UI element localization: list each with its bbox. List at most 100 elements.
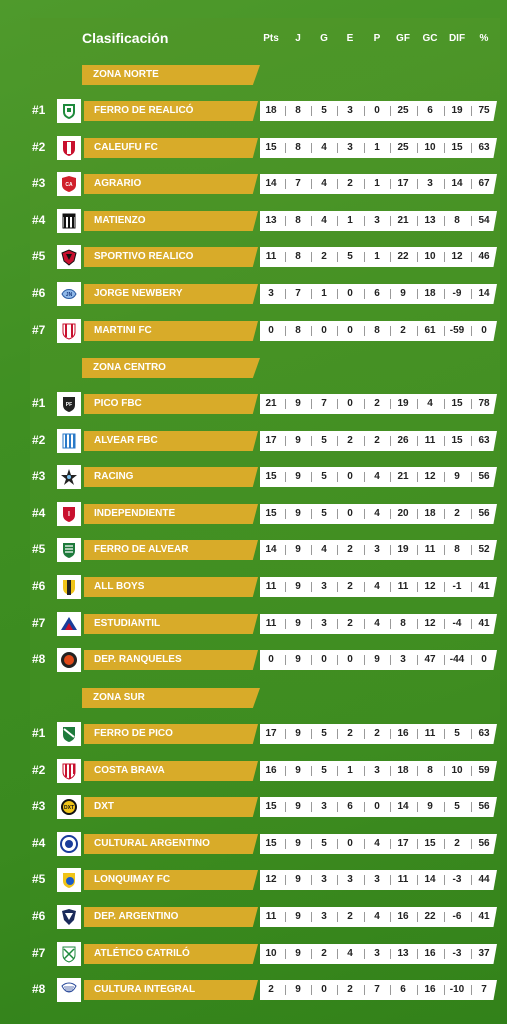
stat-pts: 16 xyxy=(265,765,277,776)
team-name[interactable]: FERRO DE REALICÓ xyxy=(84,101,258,121)
stat-pct: 7 xyxy=(481,984,487,995)
team-name[interactable]: INDEPENDIENTE xyxy=(84,504,258,524)
column-divider xyxy=(364,472,365,482)
column-divider xyxy=(471,436,472,446)
table-row[interactable]: #7 MARTINI FC 0 8 0 0 8 2 61 -59 0 xyxy=(0,319,507,343)
matienzo-crest-icon xyxy=(57,209,81,233)
team-name[interactable]: PICO FBC xyxy=(84,394,258,414)
team-name[interactable]: FERRO DE ALVEAR xyxy=(84,540,258,560)
team-name[interactable]: MATIENZO xyxy=(84,211,258,231)
table-row[interactable]: #7 ATLÉTICO CATRILÓ 10 9 2 4 3 13 16 -3 37 xyxy=(0,942,507,966)
table-row[interactable]: #7 ESTUDIANTIL 11 9 3 2 4 8 12 -4 41 xyxy=(0,612,507,636)
stat-dif: 8 xyxy=(454,215,460,226)
stat-g: 4 xyxy=(321,215,327,226)
column-divider xyxy=(390,436,391,446)
table-row[interactable]: #3 RACING 15 9 5 0 4 21 12 9 56 xyxy=(0,465,507,489)
team-name[interactable]: DEP. ARGENTINO xyxy=(84,907,258,927)
table-row[interactable]: #3 DXT DXT 15 9 3 6 0 14 9 5 56 xyxy=(0,795,507,819)
stat-gc: 22 xyxy=(424,911,436,922)
team-stats: 15 9 3 6 0 14 9 5 56 xyxy=(260,797,497,817)
table-row[interactable]: #8 CULTURA INTEGRAL 2 9 0 2 7 6 16 -10 7 xyxy=(0,978,507,1002)
team-name[interactable]: ALVEAR FBC xyxy=(84,431,258,451)
column-divider xyxy=(417,436,418,446)
team-stats: 17 9 5 2 2 16 11 5 63 xyxy=(260,724,497,744)
stat-pct: 56 xyxy=(478,801,490,812)
table-row[interactable]: #5 LONQUIMAY FC 12 9 3 3 3 11 14 -3 44 xyxy=(0,868,507,892)
table-row[interactable]: #8 DEP. RANQUELES 0 9 0 0 9 3 47 -44 0 xyxy=(0,648,507,672)
stat-dif: 5 xyxy=(454,801,460,812)
zone-heading: ZONA NORTE xyxy=(82,65,260,85)
column-divider xyxy=(390,143,391,153)
team-name[interactable]: DXT xyxy=(84,797,258,817)
team-rank: #2 xyxy=(32,763,46,777)
team-name[interactable]: DEP. RANQUELES xyxy=(84,650,258,670)
table-row[interactable]: #2 ALVEAR FBC 17 9 5 2 2 26 11 15 63 xyxy=(0,429,507,453)
table-row[interactable]: #6 JN JORGE NEWBERY 3 7 1 0 6 9 18 -9 14 xyxy=(0,282,507,306)
column-divider xyxy=(471,106,472,116)
zone-heading: ZONA CENTRO xyxy=(82,358,260,378)
team-name[interactable]: CULTURAL ARGENTINO xyxy=(84,834,258,854)
stat-gc: 12 xyxy=(424,581,436,592)
column-divider xyxy=(337,985,338,995)
table-row[interactable]: #4 I INDEPENDIENTE 15 9 5 0 4 20 18 2 56 xyxy=(0,502,507,526)
stat-e: 3 xyxy=(347,105,353,116)
table-row[interactable]: #2 COSTA BRAVA 16 9 5 1 3 18 8 10 59 xyxy=(0,759,507,783)
column-divider xyxy=(311,106,312,116)
team-name[interactable]: JORGE NEWBERY xyxy=(84,284,258,304)
stat-j: 9 xyxy=(295,581,301,592)
table-row[interactable]: #5 SPORTIVO REALICO 11 8 2 5 1 22 10 12 46 xyxy=(0,245,507,269)
svg-text:I: I xyxy=(68,511,70,518)
stat-g: 5 xyxy=(321,838,327,849)
stat-gf: 26 xyxy=(397,435,409,446)
column-divider xyxy=(390,766,391,776)
column-divider xyxy=(444,472,445,482)
table-row[interactable]: #1 FERRO DE REALICÓ 18 8 5 3 0 25 6 19 75 xyxy=(0,99,507,123)
team-name[interactable]: RACING xyxy=(84,467,258,487)
stat-pct: 0 xyxy=(481,325,487,336)
team-name[interactable]: CALEUFU FC xyxy=(84,138,258,158)
team-name[interactable]: COSTA BRAVA xyxy=(84,761,258,781)
team-name[interactable]: AGRARIO xyxy=(84,174,258,194)
stat-gc: 9 xyxy=(427,801,433,812)
column-divider xyxy=(285,912,286,922)
column-divider xyxy=(311,985,312,995)
stat-e: 6 xyxy=(347,801,353,812)
team-rank: #5 xyxy=(32,872,46,886)
team-name[interactable]: FERRO DE PICO xyxy=(84,724,258,744)
stat-pts: 3 xyxy=(268,288,274,299)
table-row[interactable]: #1 PF PICO FBC 21 9 7 0 2 19 4 15 78 xyxy=(0,392,507,416)
stat-pts: 11 xyxy=(265,911,277,922)
team-rank: #4 xyxy=(32,213,46,227)
team-name[interactable]: SPORTIVO REALICO xyxy=(84,247,258,267)
column-divider xyxy=(337,106,338,116)
team-name[interactable]: ATLÉTICO CATRILÓ xyxy=(84,944,258,964)
stat-gc: 18 xyxy=(424,288,436,299)
column-divider xyxy=(444,655,445,665)
column-divider xyxy=(364,802,365,812)
column-divider xyxy=(417,875,418,885)
stat-g: 3 xyxy=(321,874,327,885)
table-row[interactable]: #4 CULTURAL ARGENTINO 15 9 5 0 4 17 15 2 56 xyxy=(0,832,507,856)
team-name[interactable]: LONQUIMAY FC xyxy=(84,870,258,890)
column-divider xyxy=(471,399,472,409)
stat-pts: 2 xyxy=(268,984,274,995)
team-name[interactable]: ESTUDIANTIL xyxy=(84,614,258,634)
stat-p: 3 xyxy=(374,544,380,555)
stat-dif: -3 xyxy=(452,874,462,885)
table-row[interactable]: #4 MATIENZO 13 8 4 1 3 21 13 8 54 xyxy=(0,209,507,233)
table-row[interactable]: #6 DEP. ARGENTINO 11 9 3 2 4 16 22 -6 41 xyxy=(0,905,507,929)
team-name[interactable]: CULTURA INTEGRAL xyxy=(84,980,258,1000)
table-row[interactable]: #1 FERRO DE PICO 17 9 5 2 2 16 11 5 63 xyxy=(0,722,507,746)
stat-e: 3 xyxy=(347,874,353,885)
team-name[interactable]: MARTINI FC xyxy=(84,321,258,341)
column-divider xyxy=(311,619,312,629)
stat-pts: 18 xyxy=(265,105,277,116)
table-row[interactable]: #3 CA AGRARIO 14 7 4 2 1 17 3 14 67 xyxy=(0,172,507,196)
table-row[interactable]: #5 FERRO DE ALVEAR 14 9 4 2 3 19 11 8 52 xyxy=(0,538,507,562)
table-row[interactable]: #6 ALL BOYS 11 9 3 2 4 11 12 -1 41 xyxy=(0,575,507,599)
table-row[interactable]: #2 CALEUFU FC 15 8 4 3 1 25 10 15 63 xyxy=(0,136,507,160)
column-divider xyxy=(364,729,365,739)
stat-gf: 25 xyxy=(397,105,409,116)
team-name[interactable]: ALL BOYS xyxy=(84,577,258,597)
column-divider xyxy=(471,912,472,922)
